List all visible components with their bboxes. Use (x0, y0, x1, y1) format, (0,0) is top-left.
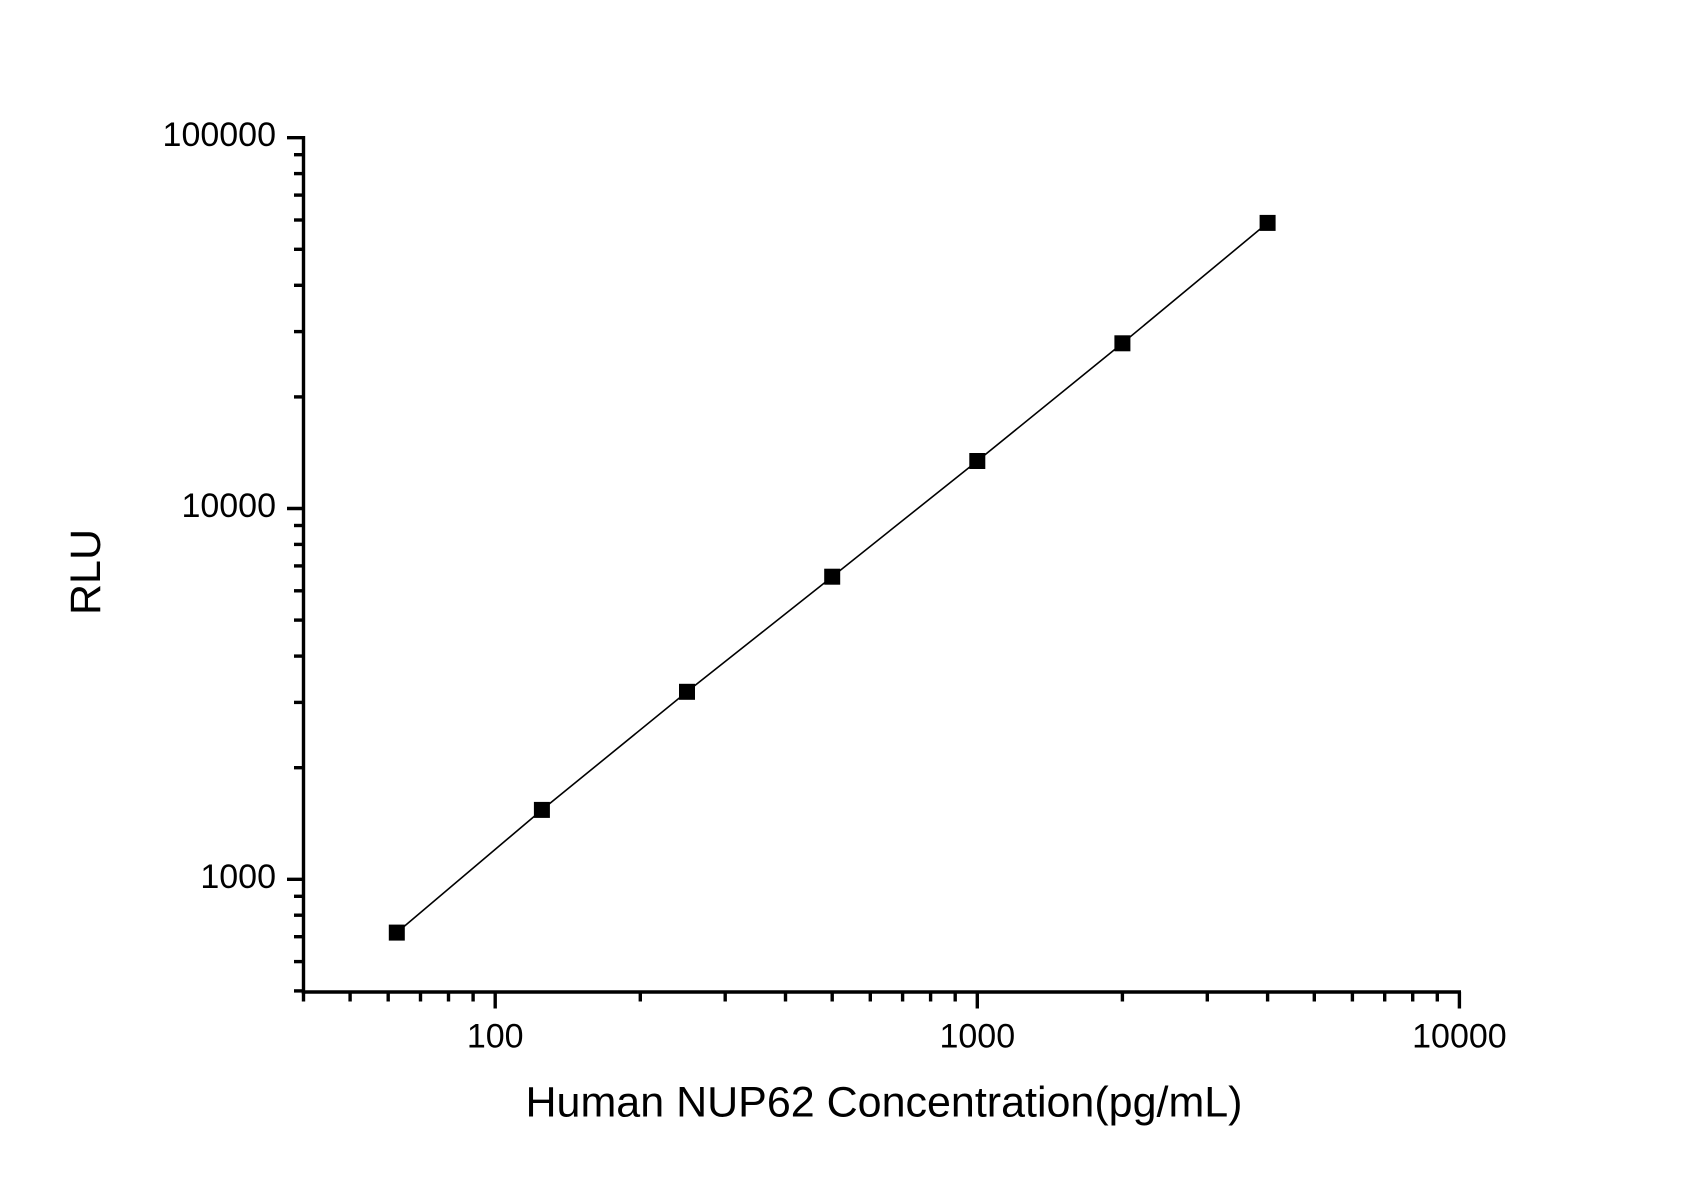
svg-text:Human NUP62 Concentration(pg/m: Human NUP62 Concentration(pg/mL) (526, 1079, 1243, 1127)
svg-text:1000: 1000 (200, 858, 276, 896)
svg-text:100000: 100000 (163, 116, 276, 154)
svg-text:10000: 10000 (181, 487, 276, 525)
svg-text:100: 100 (467, 1018, 524, 1056)
svg-text:1000: 1000 (939, 1018, 1015, 1056)
svg-text:10000: 10000 (1412, 1018, 1507, 1056)
svg-text:RLU: RLU (62, 529, 110, 615)
